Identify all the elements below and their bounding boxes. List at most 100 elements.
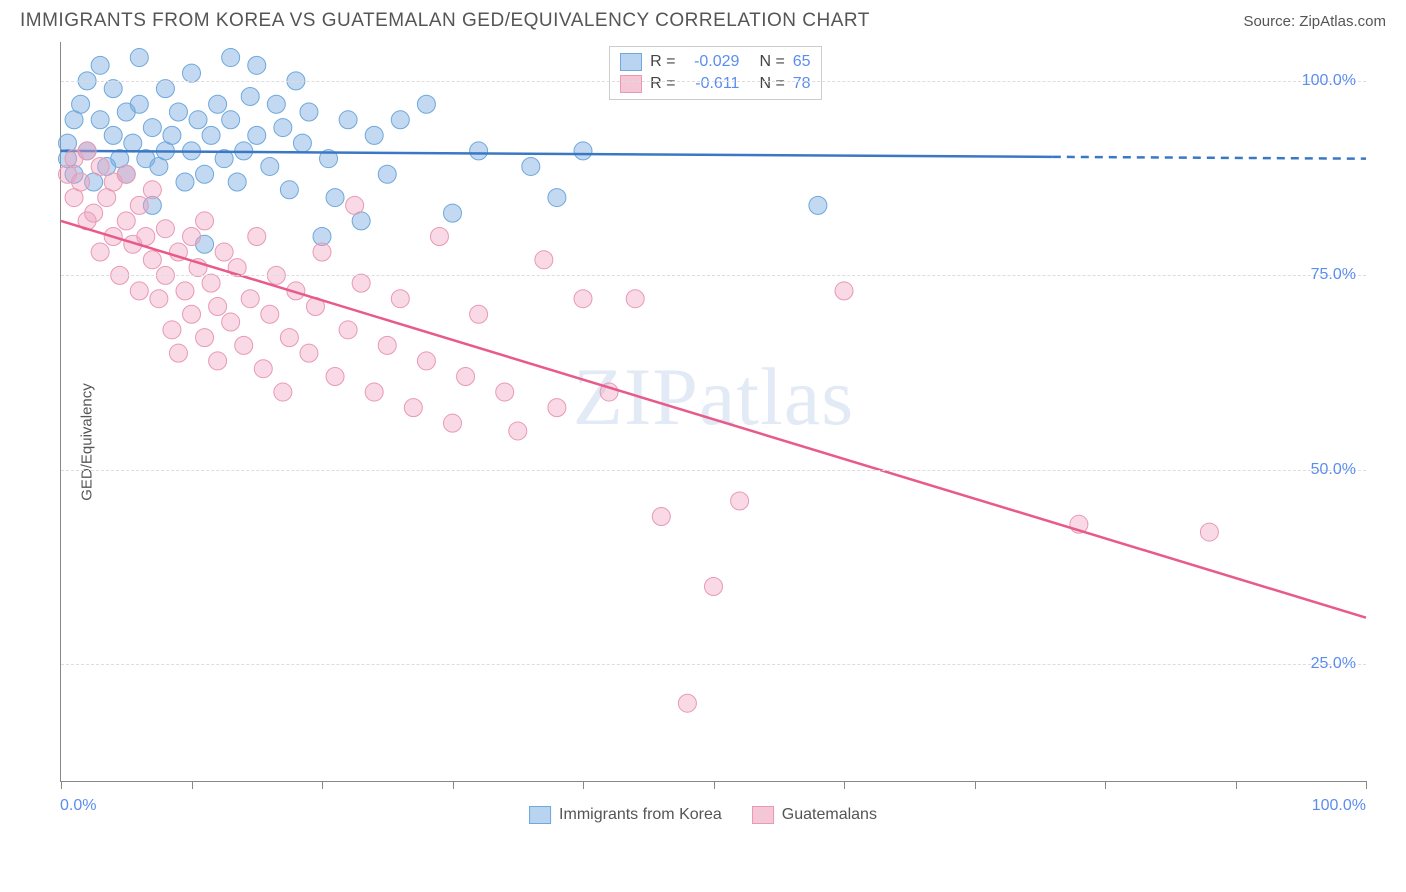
data-point <box>222 111 240 129</box>
data-point <box>209 297 227 315</box>
data-point <box>548 189 566 207</box>
y-tick-label: 100.0% <box>1302 72 1356 90</box>
data-point <box>404 399 422 417</box>
data-point <box>215 243 233 261</box>
data-point <box>274 383 292 401</box>
y-tick-label: 75.0% <box>1311 266 1356 284</box>
chart-svg <box>61 42 1366 781</box>
source-label: Source: ZipAtlas.com <box>1243 13 1386 30</box>
data-point <box>254 360 272 378</box>
data-point <box>430 227 448 245</box>
y-tick-label: 25.0% <box>1311 655 1356 673</box>
data-point <box>209 95 227 113</box>
stats-legend-row: R =-0.611N =78 <box>620 73 810 95</box>
legend-r-value: -0.029 <box>683 53 739 71</box>
y-tick-label: 50.0% <box>1311 461 1356 479</box>
data-point <box>417 352 435 370</box>
data-point <box>626 290 644 308</box>
data-point <box>535 251 553 269</box>
data-point <box>228 173 246 191</box>
data-point <box>130 282 148 300</box>
legend-n-label: N = <box>759 53 784 71</box>
data-point <box>235 336 253 354</box>
data-point <box>130 196 148 214</box>
data-point <box>391 111 409 129</box>
trend-line <box>61 151 1053 157</box>
data-point <box>202 274 220 292</box>
series-name: Guatemalans <box>782 806 877 824</box>
data-point <box>241 87 259 105</box>
data-point <box>196 212 214 230</box>
data-point <box>339 111 357 129</box>
data-point <box>574 290 592 308</box>
data-point <box>280 329 298 347</box>
data-point <box>183 305 201 323</box>
data-point <box>150 290 168 308</box>
data-point <box>300 103 318 121</box>
x-tick <box>1366 781 1367 789</box>
data-point <box>678 694 696 712</box>
series-name: Immigrants from Korea <box>559 806 722 824</box>
legend-swatch-icon <box>529 806 551 824</box>
data-point <box>241 290 259 308</box>
legend-r-label: R = <box>650 53 675 71</box>
data-point <box>261 157 279 175</box>
data-point <box>143 181 161 199</box>
data-point <box>137 227 155 245</box>
data-point <box>156 80 174 98</box>
grid-line <box>61 664 1366 665</box>
x-tick <box>192 781 193 789</box>
data-point <box>104 126 122 144</box>
data-point <box>196 329 214 347</box>
data-point <box>85 204 103 222</box>
grid-line <box>61 81 1366 82</box>
data-point <box>1200 523 1218 541</box>
data-point <box>189 111 207 129</box>
data-point <box>339 321 357 339</box>
chart-container: GED/Equivalency ZIPatlas R =-0.029N =65R… <box>20 42 1386 842</box>
data-point <box>300 344 318 362</box>
x-tick <box>61 781 62 789</box>
x-tick <box>322 781 323 789</box>
data-point <box>470 305 488 323</box>
legend-swatch-icon <box>752 806 774 824</box>
data-point <box>444 414 462 432</box>
data-point <box>222 49 240 67</box>
data-point <box>809 196 827 214</box>
data-point <box>444 204 462 222</box>
data-point <box>176 282 194 300</box>
data-point <box>176 173 194 191</box>
data-point <box>72 173 90 191</box>
x-tick <box>975 781 976 789</box>
stats-legend-row: R =-0.029N =65 <box>620 51 810 73</box>
data-point <box>280 181 298 199</box>
data-point <box>209 352 227 370</box>
data-point <box>346 196 364 214</box>
series-legend: Immigrants from Korea Guatemalans <box>529 806 877 824</box>
data-point <box>222 313 240 331</box>
data-point <box>104 80 122 98</box>
data-point <box>196 165 214 183</box>
data-point <box>72 95 90 113</box>
x-tick <box>1236 781 1237 789</box>
data-point <box>248 227 266 245</box>
plot-area: ZIPatlas R =-0.029N =65R =-0.611N =78 25… <box>60 42 1366 782</box>
chart-title: IMMIGRANTS FROM KOREA VS GUATEMALAN GED/… <box>20 10 870 32</box>
x-tick <box>453 781 454 789</box>
x-min-label: 0.0% <box>60 797 96 815</box>
data-point <box>326 367 344 385</box>
data-point <box>202 126 220 144</box>
data-point <box>163 321 181 339</box>
data-point <box>117 212 135 230</box>
data-point <box>378 336 396 354</box>
data-point <box>183 227 201 245</box>
data-point <box>183 64 201 82</box>
legend-r-label: R = <box>650 75 675 93</box>
data-point <box>731 492 749 510</box>
legend-swatch-icon <box>620 53 642 71</box>
legend-n-label: N = <box>759 75 784 93</box>
data-point <box>78 142 96 160</box>
data-point <box>124 134 142 152</box>
data-point <box>548 399 566 417</box>
data-point <box>156 220 174 238</box>
